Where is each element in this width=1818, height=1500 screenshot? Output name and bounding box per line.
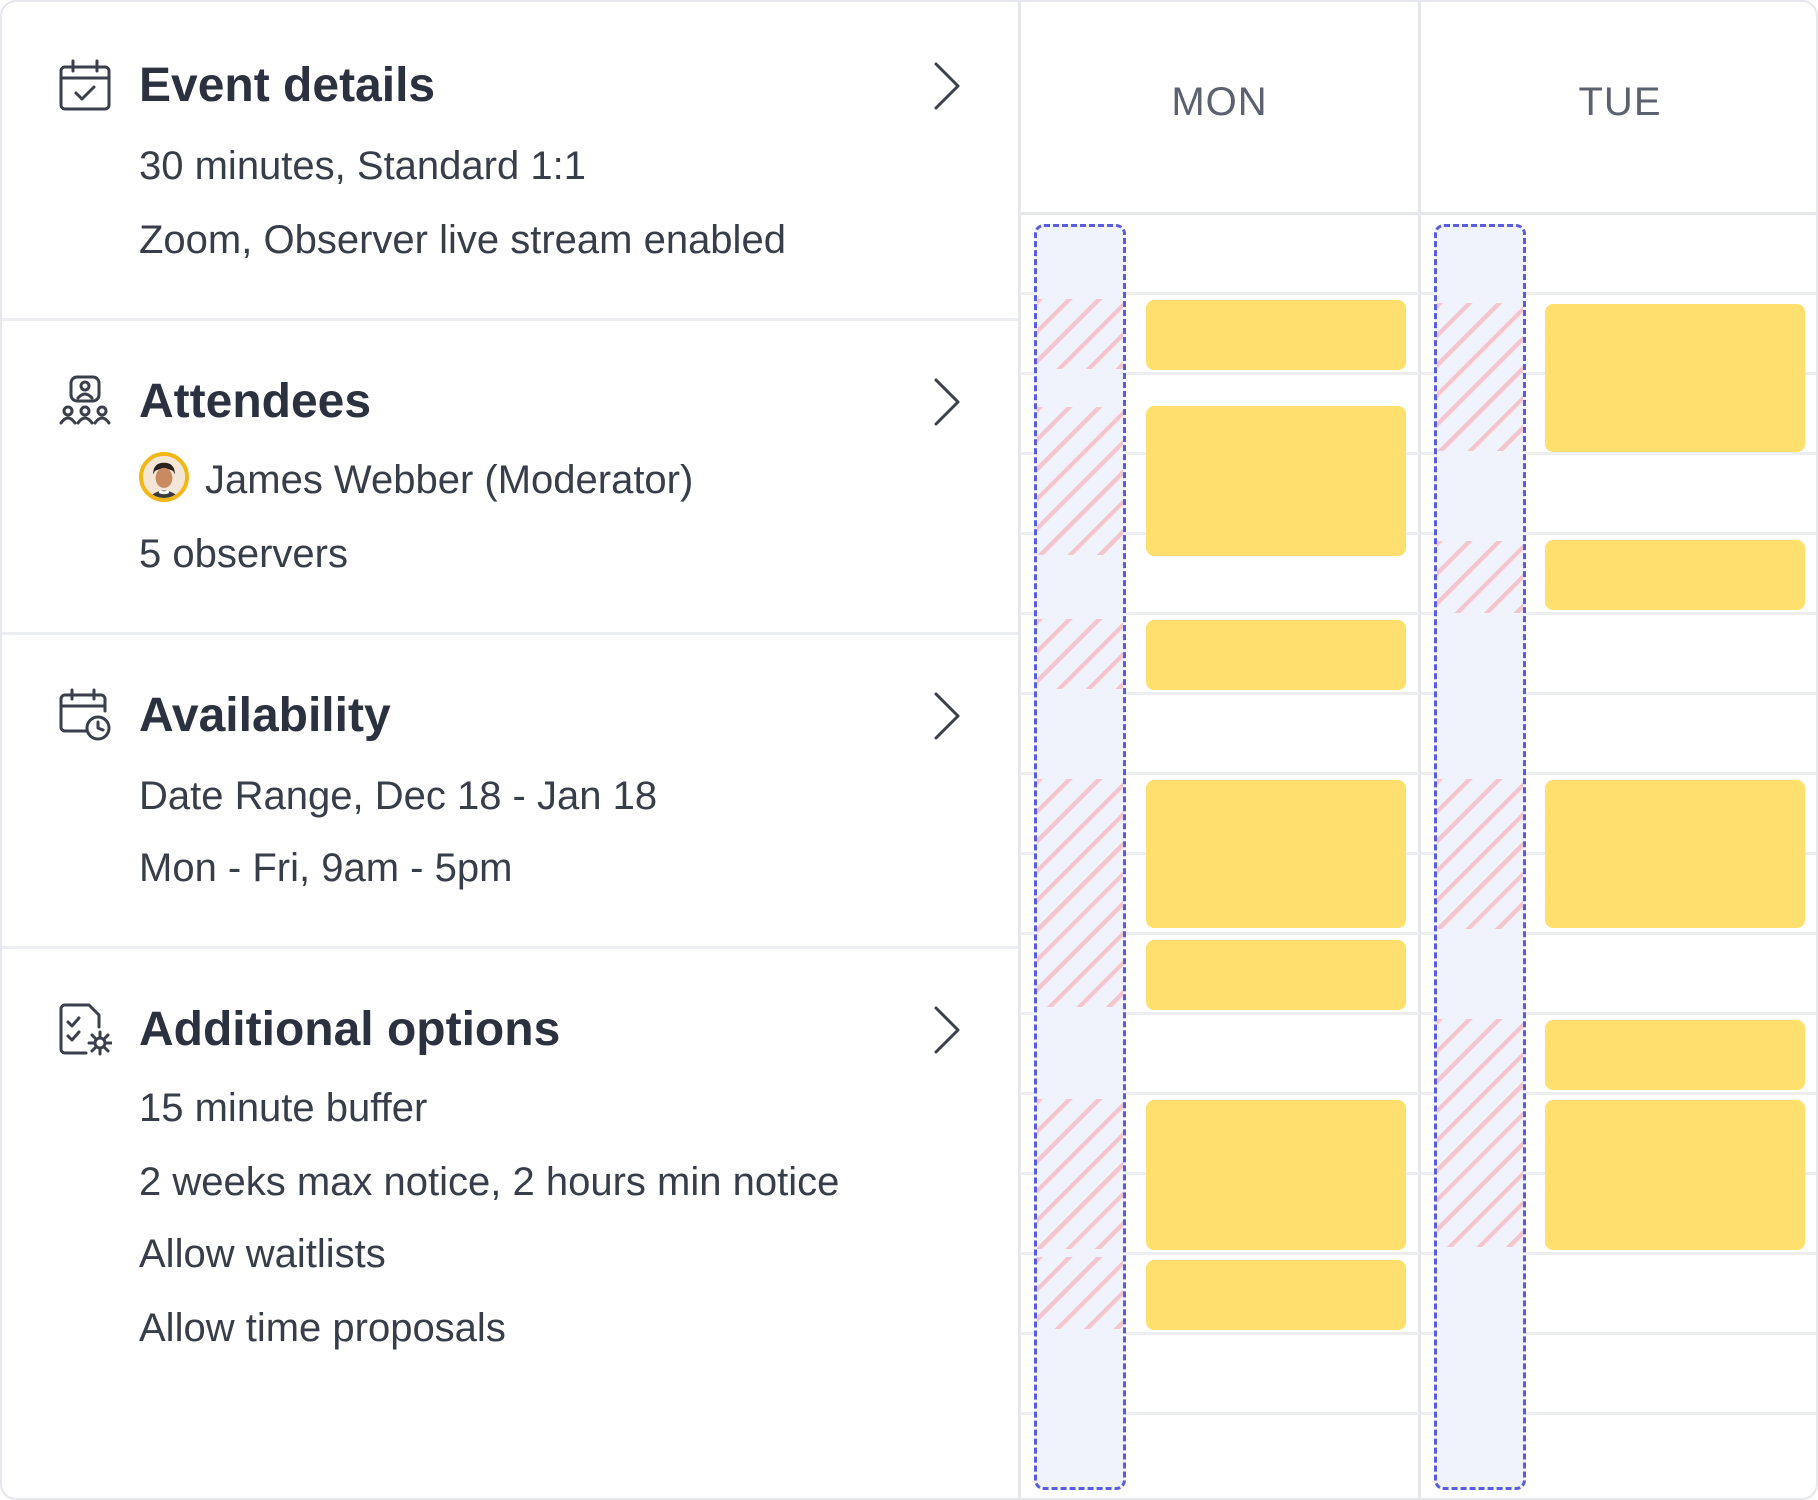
chevron-right-icon[interactable]: [926, 374, 966, 430]
section-event-details[interactable]: Event details 30 minutes, Standard 1:1 Z…: [2, 2, 1018, 321]
avatar: [139, 452, 189, 502]
calendar-event[interactable]: [1545, 540, 1805, 610]
calendar-event[interactable]: [1545, 1020, 1805, 1090]
calendar-event[interactable]: [1545, 780, 1805, 928]
day-header-mon: MON: [1021, 2, 1418, 215]
calendar-event[interactable]: [1146, 1260, 1406, 1330]
event-location-text: Zoom, Observer live stream enabled: [139, 218, 786, 262]
grid-line: [1021, 1012, 1419, 1015]
grid-line: [1021, 292, 1419, 295]
attendees-group-icon: [58, 374, 112, 428]
grid-line: [1421, 772, 1816, 775]
waitlists-text: Allow waitlists: [139, 1232, 386, 1276]
observers-count-text: 5 observers: [139, 532, 348, 576]
calendar-event[interactable]: [1146, 1100, 1406, 1250]
event-settings-panel: Event details 30 minutes, Standard 1:1 Z…: [2, 2, 1018, 1498]
calendar-event[interactable]: [1146, 780, 1406, 928]
day-header-tue: TUE: [1421, 2, 1816, 215]
grid-line: [1421, 932, 1816, 935]
calendar-clock-icon: [58, 688, 112, 742]
blocked-slot: [1437, 541, 1523, 613]
calendar-event[interactable]: [1545, 1100, 1805, 1250]
blocked-slot: [1037, 1099, 1123, 1249]
calendar-event[interactable]: [1545, 304, 1805, 452]
section-title: Availability: [139, 689, 391, 742]
grid-line: [1421, 452, 1816, 455]
column-divider: [1418, 2, 1421, 1498]
grid-line: [1421, 1332, 1816, 1335]
day-label: MON: [1171, 80, 1268, 124]
availability-column-mon[interactable]: [1034, 224, 1126, 1490]
section-title: Attendees: [139, 375, 372, 428]
blocked-slot: [1037, 1257, 1123, 1329]
section-title: Event details: [139, 59, 436, 112]
grid-line: [1021, 1412, 1419, 1415]
checklist-gear-icon: [58, 1002, 112, 1056]
section-attendees[interactable]: Attendees James Webber (Moderator) 5 obs…: [2, 318, 1018, 635]
grid-line: [1021, 932, 1419, 935]
availability-column-tue[interactable]: [1434, 224, 1526, 1490]
grid-line: [1421, 1412, 1816, 1415]
weekly-hours-text: Mon - Fri, 9am - 5pm: [139, 846, 513, 890]
date-range-text: Date Range, Dec 18 - Jan 18: [139, 774, 658, 818]
calendar-event[interactable]: [1146, 940, 1406, 1010]
grid-line: [1021, 1252, 1419, 1255]
blocked-slot: [1037, 299, 1123, 369]
calendar-week-view: MON TUE: [1018, 2, 1816, 1498]
moderator-name: James Webber (Moderator): [205, 458, 694, 502]
blocked-slot: [1037, 619, 1123, 689]
day-label: TUE: [1578, 80, 1662, 124]
grid-line: [1021, 372, 1419, 375]
calendar-event[interactable]: [1146, 620, 1406, 690]
grid-line: [1421, 1012, 1816, 1015]
grid-line: [1421, 692, 1816, 695]
grid-line: [1021, 612, 1419, 615]
grid-line: [1421, 532, 1816, 535]
blocked-slot: [1437, 1019, 1523, 1247]
calendar-event[interactable]: [1146, 406, 1406, 556]
grid-line: [1421, 612, 1816, 615]
section-title: Additional options: [139, 1003, 561, 1056]
blocked-slot: [1437, 779, 1523, 929]
grid-line: [1421, 1092, 1816, 1095]
event-duration-text: 30 minutes, Standard 1:1: [139, 144, 586, 188]
grid-line: [1021, 692, 1419, 695]
time-proposals-text: Allow time proposals: [139, 1306, 506, 1350]
blocked-slot: [1037, 779, 1123, 1007]
grid-line: [1021, 1092, 1419, 1095]
grid-line: [1021, 772, 1419, 775]
grid-line: [1021, 1332, 1419, 1335]
blocked-slot: [1037, 407, 1123, 555]
chevron-right-icon[interactable]: [926, 58, 966, 114]
chevron-right-icon[interactable]: [926, 688, 966, 744]
blocked-slot: [1437, 303, 1523, 451]
notice-text: 2 weeks max notice, 2 hours min notice: [139, 1160, 840, 1204]
grid-line: [1421, 1252, 1816, 1255]
buffer-text: 15 minute buffer: [139, 1086, 428, 1130]
section-availability[interactable]: Availability Date Range, Dec 18 - Jan 18…: [2, 632, 1018, 949]
grid-line: [1421, 292, 1816, 295]
calendar-event[interactable]: [1146, 300, 1406, 370]
chevron-right-icon[interactable]: [926, 1002, 966, 1058]
calendar-check-icon: [58, 58, 112, 112]
section-additional-options[interactable]: Additional options 15 minute buffer 2 we…: [2, 946, 1018, 1498]
